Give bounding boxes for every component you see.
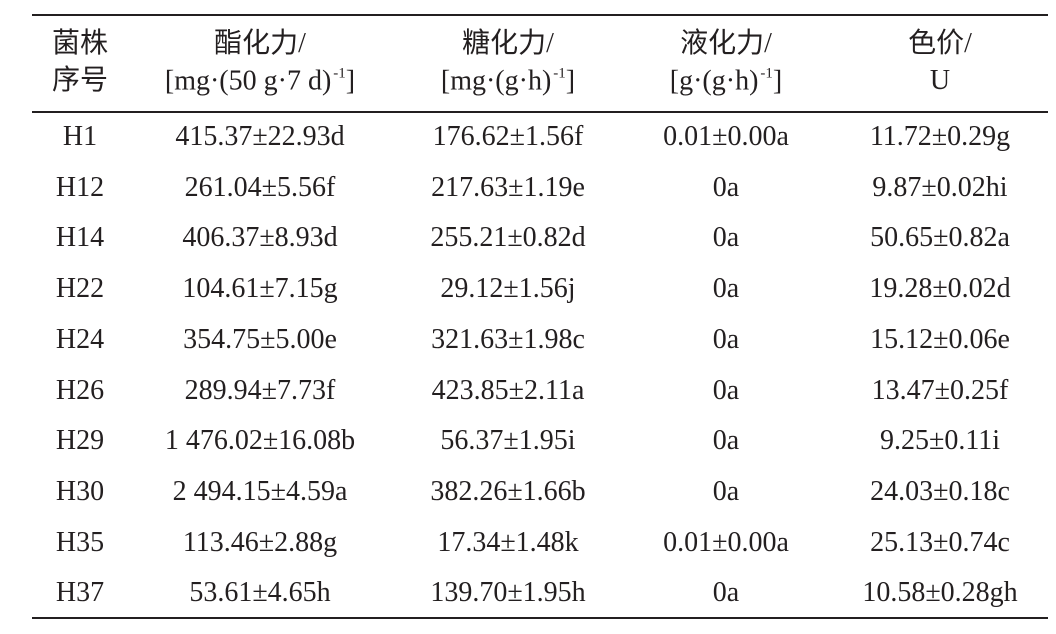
- table-cell: 0.01±0.00a: [663, 526, 789, 558]
- table-cell: 0a: [712, 374, 740, 406]
- table-cell: 24.03±0.18c: [870, 475, 1010, 507]
- header-unit: [mg·(50 g·7 d): [164, 65, 332, 97]
- table-cell: 9.87±0.02hi: [872, 171, 1008, 203]
- table-cell: 11.72±0.29g: [869, 121, 1011, 152]
- table-cell: 289.94±7.73f: [184, 374, 336, 406]
- table-cell: 104.61±7.15g: [182, 273, 338, 305]
- header-end: ]: [772, 65, 783, 97]
- table-cell: 50.65±0.82a: [870, 222, 1010, 254]
- table-cell: 0a: [712, 425, 740, 457]
- table-cell: 17.34±1.48k: [437, 526, 579, 558]
- header-unit: 序号: [51, 65, 109, 96]
- table-cell: 29.12±1.56j: [440, 273, 576, 305]
- table-cell: 0a: [712, 577, 740, 609]
- table-cell: 19.28±0.02d: [869, 273, 1011, 305]
- table-cell: 1 476.02±16.08b: [164, 425, 356, 457]
- header-bottom: [mg·(50 g·7 d) -1]: [164, 65, 356, 97]
- table-cell: 2 494.15±4.59a: [172, 475, 348, 507]
- table-cell: 56.37±1.95i: [440, 425, 576, 457]
- bottom-rule: [32, 617, 1048, 619]
- table-cell: 217.63±1.19e: [431, 171, 585, 203]
- strain-id: H37: [55, 577, 105, 609]
- header-top: 酯化力/: [214, 28, 306, 59]
- table-cell: 0a: [712, 323, 740, 355]
- table-cell: 0a: [712, 222, 740, 254]
- table-cell: 176.62±1.56f: [432, 121, 584, 152]
- header-bottom: 序号: [52, 67, 108, 95]
- header-top: 液化力/: [680, 28, 772, 59]
- top-rule: [32, 14, 1048, 16]
- table-cell: 415.37±22.93d: [175, 121, 345, 152]
- table-cell: 423.85±2.11a: [431, 374, 585, 406]
- header-top: 糖化力/: [462, 28, 554, 59]
- header-end: ]: [345, 65, 356, 97]
- table-cell: 382.26±1.66b: [430, 475, 586, 507]
- table-cell: 10.58±0.28gh: [862, 577, 1018, 609]
- header-sup: -1: [553, 65, 566, 82]
- table-cell: 15.12±0.06e: [870, 323, 1010, 355]
- table-cell: 9.25±0.11i: [879, 425, 1001, 457]
- table-cell: 0a: [712, 273, 740, 305]
- header-bottom: U: [930, 67, 950, 95]
- strain-id: H1: [62, 121, 98, 152]
- table-cell: 113.46±2.88g: [182, 526, 338, 558]
- header-end: ]: [565, 65, 576, 97]
- table-cell: 0.01±0.00a: [663, 121, 789, 152]
- header-unit: [mg·(g·h): [440, 65, 552, 97]
- table-cell: 255.21±0.82d: [430, 222, 586, 254]
- header-bottom: [mg·(g·h) -1]: [440, 65, 576, 97]
- header-rule: [32, 111, 1048, 113]
- header-sup: -1: [760, 65, 773, 82]
- header-unit: U: [929, 65, 951, 96]
- table-cell: 261.04±5.56f: [184, 171, 336, 203]
- table-cell: 53.61±4.65h: [189, 577, 331, 609]
- strain-id: H24: [55, 323, 105, 355]
- table-cell: 0a: [712, 171, 740, 203]
- strain-id: H35: [55, 526, 105, 558]
- strain-id: H14: [55, 222, 105, 254]
- header-bottom: [g·(g·h) -1]: [669, 65, 783, 97]
- table-cell: 321.63±1.98c: [431, 323, 585, 355]
- table-cell: 25.13±0.74c: [870, 526, 1010, 558]
- table-cell: 354.75±5.00e: [183, 323, 337, 355]
- header-sup: -1: [333, 65, 346, 82]
- header-unit: [g·(g·h): [669, 65, 759, 97]
- table-cell: 139.70±1.95h: [430, 577, 586, 609]
- strain-id: H26: [55, 374, 105, 406]
- table-cell: 13.47±0.25f: [871, 374, 1009, 406]
- header-top: 菌株: [51, 28, 109, 59]
- header-top: 色价/: [908, 28, 972, 59]
- strain-id: H22: [55, 273, 105, 305]
- strain-id: H29: [55, 425, 105, 457]
- table-cell: 0a: [712, 475, 740, 507]
- strain-id: H30: [55, 475, 105, 507]
- strain-id: H12: [55, 171, 105, 203]
- table-cell: 406.37±8.93d: [182, 222, 338, 254]
